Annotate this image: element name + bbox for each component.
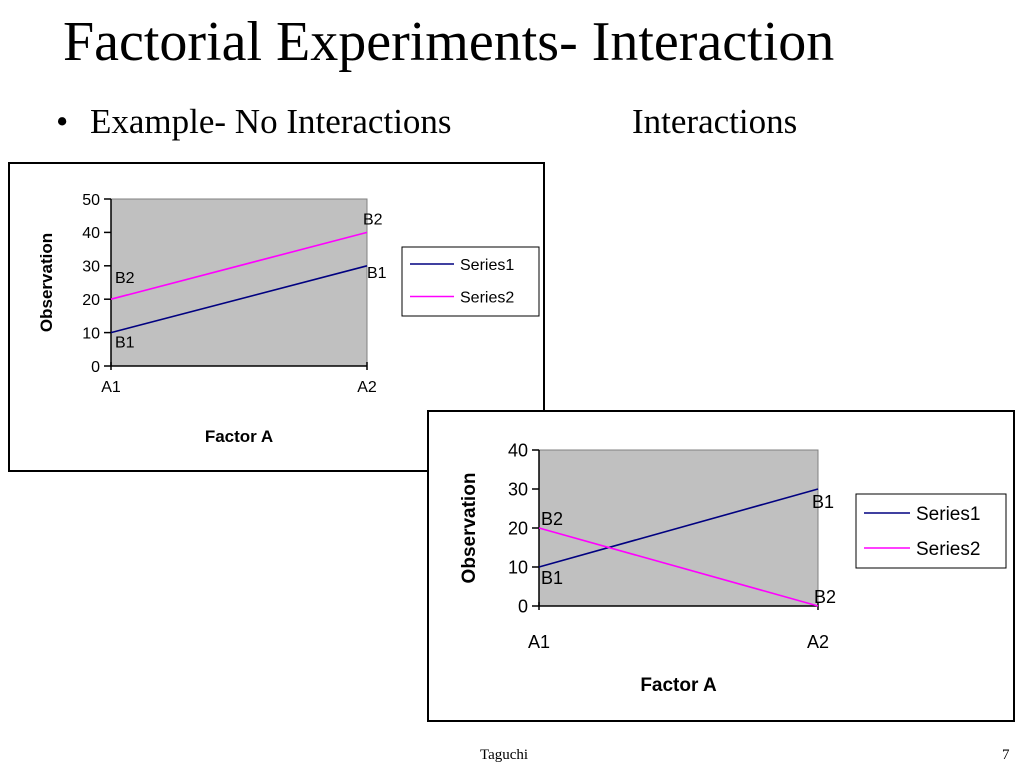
y-tick-label: 50 [82,192,100,209]
x-tick-label: A1 [101,379,121,396]
y-tick-label: 10 [82,325,100,342]
plot-area [110,198,368,367]
legend-label-2: Series2 [460,289,514,306]
y-tick-label: 20 [508,518,528,538]
interactions-heading: Interactions [632,102,798,141]
x-tick-label: A2 [807,632,829,652]
series-line-2 [110,231,368,300]
point-label: B2 [814,587,836,607]
bullet-dot: • [56,102,69,141]
y-tick-label: 30 [82,259,100,276]
chart-interaction-svg: 0 10 20 30 40 A1 A2 Factor A Observation B1 B1 B2 B2… [459,440,1007,696]
bullet-item: • Example- No Interactions [56,104,452,139]
chart-no-interaction: 0 10 20 30 40 50 A1 A2 Factor A Observation B1 B1 B2… [8,162,545,472]
page-number: 7 [1002,747,1010,763]
x-axis-title: Factor A [205,427,273,446]
point-label: B1 [541,568,563,588]
point-label: B2 [541,509,563,529]
series-line-2 [538,527,819,607]
chart-no-interaction-svg: 0 10 20 30 40 50 A1 A2 Factor A Observation B1 B1 B2… [37,192,540,446]
legend-label-2: Series2 [916,539,980,560]
y-axis-title: Observation [459,473,480,584]
y-tick-label: 40 [508,440,528,460]
slide-title: Factorial Experiments- Interaction [63,11,835,73]
y-tick-label: 30 [508,479,528,499]
y-tick-label: 20 [82,292,100,309]
x-tick-label: A1 [528,632,550,652]
point-label: B1 [367,265,387,282]
x-tick-label: A2 [357,379,377,396]
bullet-text: Example- No Interactions [90,102,452,141]
legend-box [855,493,1007,569]
x-axis-title: Factor A [640,675,717,696]
y-axis-title: Observation [37,233,56,332]
point-label: B2 [363,211,383,228]
point-label: B1 [115,335,135,352]
y-tick-label: 0 [518,596,528,616]
series-line-1 [538,488,819,568]
point-label: B2 [115,270,135,287]
legend-label-1: Series1 [916,504,980,525]
chart-interaction: 0 10 20 30 40 A1 A2 Factor A Observation B1 B1 B2 B2… [427,410,1015,722]
point-label: B1 [812,492,834,512]
legend-label-1: Series1 [460,257,514,274]
footer-text: Taguchi [480,747,529,763]
y-tick-label: 0 [91,359,100,376]
series-line-1 [110,265,368,334]
y-tick-label: 10 [508,557,528,577]
y-tick-label: 40 [82,225,100,242]
legend-box [401,246,540,317]
